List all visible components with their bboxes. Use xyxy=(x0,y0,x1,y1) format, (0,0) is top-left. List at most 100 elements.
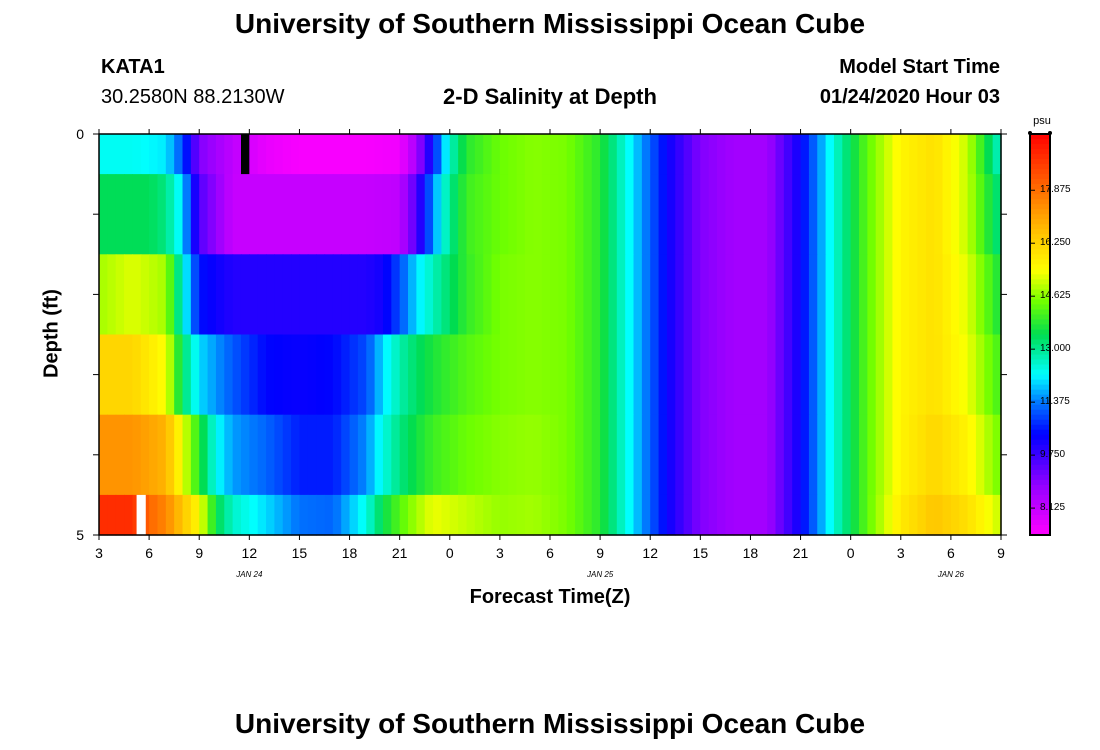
heatmap-cell xyxy=(900,414,910,496)
x-tick-label: 3 xyxy=(495,545,504,561)
heatmap-cell xyxy=(817,414,827,496)
heatmap-cell xyxy=(591,134,601,175)
heatmap-cell xyxy=(449,254,459,336)
heatmap-cell xyxy=(775,174,785,255)
heatmap-cell xyxy=(742,334,752,416)
colorbar-segment xyxy=(1030,429,1050,436)
heatmap-cell xyxy=(700,254,710,336)
heatmap-cell xyxy=(850,134,860,175)
heatmap-cell xyxy=(416,494,426,536)
heatmap-cell xyxy=(658,334,668,416)
heatmap-cell xyxy=(992,254,1002,336)
heatmap-cell xyxy=(232,134,242,175)
heatmap-cell xyxy=(524,334,534,416)
heatmap-cell xyxy=(232,414,242,496)
heatmap-cell xyxy=(550,334,559,416)
heatmap-cell xyxy=(524,254,534,336)
heatmap-cell xyxy=(959,254,969,336)
heatmap-cell xyxy=(115,494,125,536)
heatmap-cell xyxy=(249,414,259,496)
heatmap-cell xyxy=(274,494,284,536)
heatmap-cell xyxy=(433,174,443,255)
x-tick-label: 18 xyxy=(341,545,358,561)
heatmap-cell xyxy=(934,494,944,536)
heatmap-cell xyxy=(541,334,551,416)
heatmap-cell xyxy=(516,414,526,496)
x-tick-label: 6 xyxy=(546,545,554,561)
colorbar-segment xyxy=(1030,379,1050,386)
heatmap-cell xyxy=(324,334,334,416)
heatmap-cell xyxy=(650,414,660,496)
x-tick-label: 15 xyxy=(291,545,308,561)
colorbar-segment xyxy=(1030,479,1050,486)
heatmap-cell xyxy=(833,334,843,416)
heatmap-cell xyxy=(533,414,543,496)
heatmap-cell xyxy=(215,414,225,496)
heatmap-cell xyxy=(800,414,810,496)
heatmap-cell xyxy=(641,254,651,336)
heatmap-cell xyxy=(516,174,526,255)
heatmap-cell xyxy=(608,254,618,336)
heatmap-cell xyxy=(199,334,209,416)
colorbar-frame xyxy=(1029,133,1051,536)
heatmap-cell xyxy=(792,134,802,175)
x-tick-label: 21 xyxy=(792,545,809,561)
chart-title-bottom: University of Southern Mississippi Ocean… xyxy=(234,708,866,739)
heatmap-cell xyxy=(449,334,459,416)
heatmap-cell xyxy=(875,254,885,336)
heatmap-cell xyxy=(174,174,184,255)
heatmap-cell xyxy=(99,174,108,255)
heatmap-cell xyxy=(224,174,234,255)
heatmap-cell xyxy=(408,134,417,175)
heatmap-cell xyxy=(708,414,718,496)
missing-data-marks xyxy=(136,134,250,535)
heatmap-cell xyxy=(666,414,676,496)
heatmap-cell xyxy=(884,134,894,175)
heatmap-cell xyxy=(107,134,117,175)
heatmap-cell xyxy=(758,494,768,536)
heatmap-cell xyxy=(140,134,150,175)
heatmap-cell xyxy=(591,494,601,536)
heatmap-cell xyxy=(942,254,952,336)
heatmap-cell xyxy=(975,134,985,175)
heatmap-cell xyxy=(207,174,217,255)
heatmap-cell xyxy=(357,254,367,336)
heatmap-cell xyxy=(207,414,217,496)
heatmap-cell xyxy=(700,414,710,496)
heatmap-cell xyxy=(625,174,635,255)
heatmap-cell xyxy=(566,174,576,255)
heatmap-cell xyxy=(157,174,167,255)
heatmap-cell xyxy=(717,334,726,416)
x-axis-label: Forecast Time(Z) xyxy=(469,586,631,608)
heatmap-cell xyxy=(875,494,885,536)
colorbar-segment xyxy=(1030,529,1050,536)
colorbar-segment xyxy=(1030,329,1050,336)
x-tick-label: 9 xyxy=(997,545,1005,561)
heatmap-cell xyxy=(842,134,852,175)
heatmap-cell xyxy=(199,174,209,255)
colorbar-segment xyxy=(1030,189,1050,195)
heatmap-cell xyxy=(666,174,676,255)
heatmap-cell xyxy=(341,334,351,416)
heatmap-cell xyxy=(700,334,710,416)
heatmap-cell xyxy=(817,134,827,175)
colorbar-segment xyxy=(1030,149,1050,155)
heatmap-cell xyxy=(332,174,342,255)
heatmap-cell xyxy=(541,134,551,175)
heatmap-cell xyxy=(240,174,250,255)
heatmap-cell xyxy=(190,134,200,175)
colorbar-segment xyxy=(1030,334,1050,341)
heatmap-cell xyxy=(600,494,610,536)
heatmap-cell xyxy=(842,414,852,496)
heatmap-cell xyxy=(458,494,468,536)
heatmap-cell xyxy=(190,414,200,496)
heatmap-cell xyxy=(199,494,209,536)
heatmap-cell xyxy=(282,134,292,175)
colorbar-segment xyxy=(1030,209,1050,215)
heatmap-cell xyxy=(140,414,150,496)
colorbar-segment xyxy=(1030,154,1050,160)
colorbar-label: 9.750 xyxy=(1040,449,1066,461)
heatmap-cell xyxy=(140,254,150,336)
heatmap-cell xyxy=(942,494,952,536)
heatmap-cell xyxy=(950,494,960,536)
